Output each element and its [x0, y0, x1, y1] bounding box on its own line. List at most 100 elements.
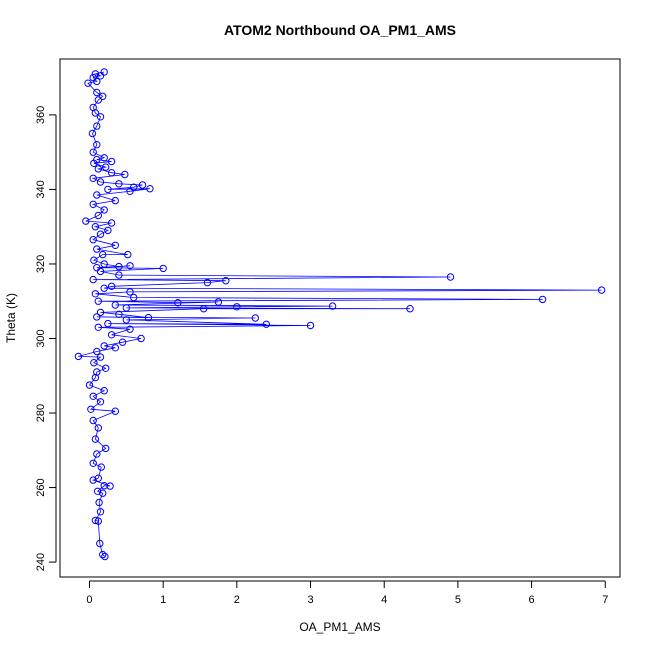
data-point — [91, 290, 100, 298]
data-point — [96, 308, 105, 317]
data-point — [100, 260, 108, 268]
data-point — [406, 305, 414, 313]
data-point — [104, 226, 112, 235]
data-point — [96, 508, 105, 516]
data-point — [144, 313, 153, 322]
data-point — [126, 325, 134, 333]
data-point — [111, 241, 120, 250]
data-point — [96, 72, 105, 80]
data-point — [91, 223, 100, 231]
data-point — [200, 305, 208, 313]
data-point — [100, 387, 108, 395]
x-tick-label: 1 — [160, 594, 166, 606]
data-point — [96, 113, 105, 121]
data-point — [100, 68, 108, 76]
data-point — [89, 236, 97, 244]
data-point — [74, 352, 83, 361]
data-point — [107, 219, 116, 227]
data-point — [94, 517, 103, 525]
data-point — [95, 498, 103, 507]
data-point — [138, 181, 147, 189]
x-tick-label: 4 — [381, 594, 387, 606]
series-line — [78, 71, 602, 557]
data-point — [111, 301, 120, 309]
data-point — [96, 230, 105, 238]
data-point — [84, 79, 92, 87]
data-point — [91, 70, 100, 78]
data-point — [97, 463, 106, 471]
data-point — [93, 88, 101, 97]
data-point — [251, 314, 260, 322]
data-point — [115, 180, 123, 188]
y-tick-label: 240 — [35, 553, 47, 571]
y-tick-label: 260 — [35, 478, 47, 496]
data-point — [126, 187, 134, 196]
data-point — [126, 262, 134, 270]
data-point — [89, 476, 97, 484]
data-point — [89, 392, 97, 400]
x-tick-label: 3 — [307, 594, 313, 606]
data-point — [122, 304, 131, 312]
data-point — [89, 416, 97, 425]
data-point — [115, 262, 123, 271]
data-point — [94, 165, 103, 173]
data-point — [107, 157, 116, 166]
data-point — [99, 92, 107, 101]
data-point — [90, 256, 98, 264]
data-point — [93, 245, 101, 253]
data-point — [159, 264, 167, 273]
data-point — [93, 141, 101, 149]
data-point — [597, 286, 606, 294]
data-point — [130, 293, 138, 302]
data-point — [89, 200, 97, 209]
data-point — [111, 196, 120, 205]
data-point — [118, 338, 127, 346]
data-point — [104, 185, 112, 194]
data-point — [93, 347, 101, 356]
x-axis: 0 1 2 3 4 5 6 7 — [86, 580, 608, 606]
data-point — [93, 313, 101, 321]
data-point — [93, 368, 101, 376]
data-point — [222, 277, 230, 285]
data-point — [101, 552, 109, 561]
data-point — [214, 298, 223, 306]
data-point — [328, 302, 337, 310]
data-point — [99, 550, 107, 559]
x-axis-label: OA_PM1_AMS — [299, 620, 380, 634]
data-point — [91, 516, 100, 525]
data-point — [89, 275, 97, 284]
data-point — [93, 155, 101, 164]
plot-area — [74, 68, 606, 561]
data-point — [89, 174, 97, 183]
data-point — [115, 310, 123, 318]
data-point — [94, 474, 103, 482]
data-point — [85, 381, 94, 389]
data-point — [100, 342, 108, 350]
data-point — [82, 217, 90, 225]
data-point — [93, 191, 101, 199]
data-point — [233, 303, 241, 311]
data-point — [99, 250, 107, 259]
data-point — [104, 319, 112, 328]
data-point — [91, 373, 100, 382]
data-point — [96, 267, 105, 276]
data-point — [89, 103, 97, 112]
x-tick-label: 5 — [455, 594, 461, 606]
data-point — [100, 206, 108, 214]
x-tick-label: 6 — [529, 594, 535, 606]
data-point — [89, 148, 97, 156]
y-axis: 240 260 280 300 320 340 360 — [35, 106, 57, 571]
data-point — [96, 398, 105, 406]
data-point — [107, 331, 116, 339]
data-point — [107, 282, 116, 290]
y-axis-label: Theta (K) — [4, 293, 18, 343]
data-point — [94, 297, 103, 305]
x-tick-label: 7 — [602, 594, 608, 606]
data-point — [111, 344, 120, 352]
data-point — [146, 185, 154, 193]
data-point — [121, 170, 129, 179]
data-point — [90, 359, 98, 367]
data-point — [94, 323, 103, 331]
data-point — [306, 321, 315, 330]
data-point — [94, 211, 103, 220]
